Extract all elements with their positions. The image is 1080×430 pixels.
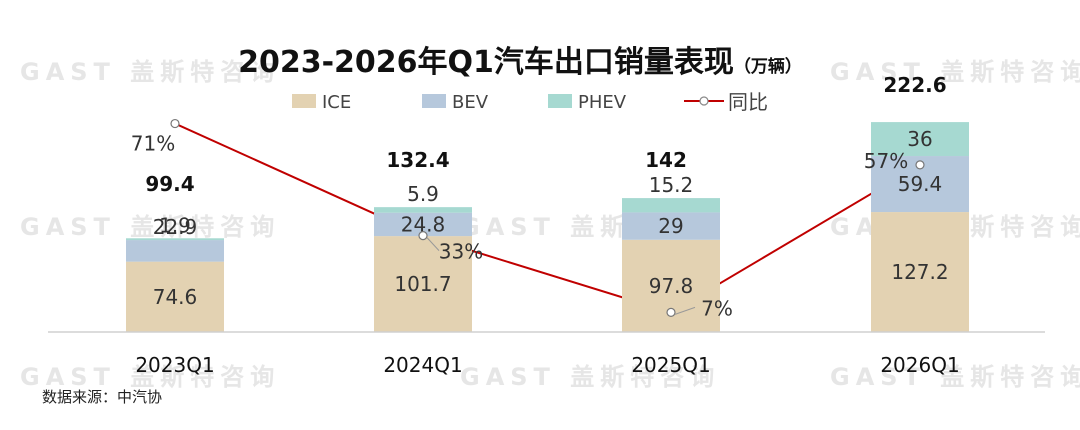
- segment-value-label: 5.9: [407, 182, 439, 206]
- bar-segment-ice: [374, 236, 472, 332]
- yoy-label-leader: [426, 237, 440, 251]
- segment-value-label: 1.9: [159, 213, 191, 237]
- bar-segment-ice: [126, 261, 224, 332]
- bar-segment-phev: [871, 122, 969, 157]
- total-value-label: 99.4: [145, 172, 194, 196]
- total-value-label: 132.4: [386, 148, 449, 172]
- category-label: 2026Q1: [880, 353, 959, 377]
- yoy-points-layer: 71% 33% 7% 57%: [131, 118, 925, 320]
- chart-title: 2023-2026年Q1汽车出口销量表现（万辆）: [238, 45, 802, 80]
- bar-segment-bev: [126, 240, 224, 262]
- total-value-label: 222.6: [883, 73, 946, 97]
- legend-swatch-phev: [548, 94, 572, 108]
- watermark-text: GAST 盖斯特咨询: [460, 363, 720, 391]
- legend-swatch-bev: [422, 94, 446, 108]
- yoy-point: [418, 231, 428, 241]
- segment-value-label: 15.2: [649, 173, 694, 197]
- yoy-point: [666, 307, 676, 317]
- segment-value-label: 36: [907, 127, 932, 151]
- bars-layer: 74.622.91.9101.724.85.997.82915.2127.259…: [126, 122, 969, 332]
- chart-title-main: 2023-2026年Q1汽车出口销量表现: [238, 45, 734, 80]
- watermark-text: GAST 盖斯特咨询: [20, 58, 280, 86]
- yoy-value-label: 7%: [701, 296, 733, 320]
- bar-segment-bev: [374, 212, 472, 237]
- yoy-value-label: 57%: [864, 149, 908, 173]
- bar-segment-phev: [126, 238, 224, 241]
- bar-segment-bev: [622, 212, 720, 240]
- segment-value-label: 74.6: [153, 285, 198, 309]
- chart-title-unit: （万辆）: [734, 56, 802, 77]
- source-note: 数据来源：中汽协: [42, 388, 162, 406]
- total-value-label: 142: [645, 148, 687, 172]
- segment-value-label: 22.9: [153, 215, 198, 239]
- yoy-value-label: 33%: [439, 240, 483, 264]
- segment-value-label: 127.2: [891, 260, 948, 284]
- watermark-text: GAST 盖斯特咨询: [20, 363, 280, 391]
- segment-value-label: 97.8: [649, 274, 694, 298]
- legend-label-phev: PHEV: [578, 92, 627, 113]
- legend-label-bev: BEV: [452, 92, 489, 113]
- bar-segment-phev: [622, 198, 720, 213]
- yoy-point: [915, 160, 925, 170]
- category-label: 2023Q1: [135, 353, 214, 377]
- segment-value-label: 29: [658, 214, 683, 238]
- watermark-text: GAST 盖斯特咨询: [20, 213, 280, 241]
- legend-swatch-ice: [292, 94, 316, 108]
- yoy-point: [170, 118, 180, 129]
- segment-value-label: 101.7: [394, 272, 451, 296]
- yoy-line: [174, 122, 921, 314]
- bar-segment-ice: [871, 212, 969, 332]
- yoy-line-layer: [174, 122, 921, 314]
- yoy-value-label: 71%: [131, 132, 175, 156]
- category-labels: 2023Q1 2024Q1 2025Q1 2026Q1: [135, 353, 959, 377]
- legend-label-yoy: 同比: [728, 90, 768, 114]
- legend: ICE BEV PHEV 同比: [292, 90, 768, 114]
- legend-marker-yoy: [699, 96, 709, 106]
- category-label: 2024Q1: [383, 353, 462, 377]
- segment-value-label: 59.4: [898, 172, 943, 196]
- watermark-text: GAST 盖斯特咨询: [830, 363, 1080, 391]
- total-labels: 99.4 132.4 142 222.6: [145, 73, 946, 196]
- yoy-label-leader: [674, 306, 696, 315]
- watermark-text: GAST 盖斯特咨询: [830, 58, 1080, 86]
- category-label: 2025Q1: [631, 353, 710, 377]
- bar-segment-phev: [374, 207, 472, 213]
- legend-label-ice: ICE: [322, 92, 351, 113]
